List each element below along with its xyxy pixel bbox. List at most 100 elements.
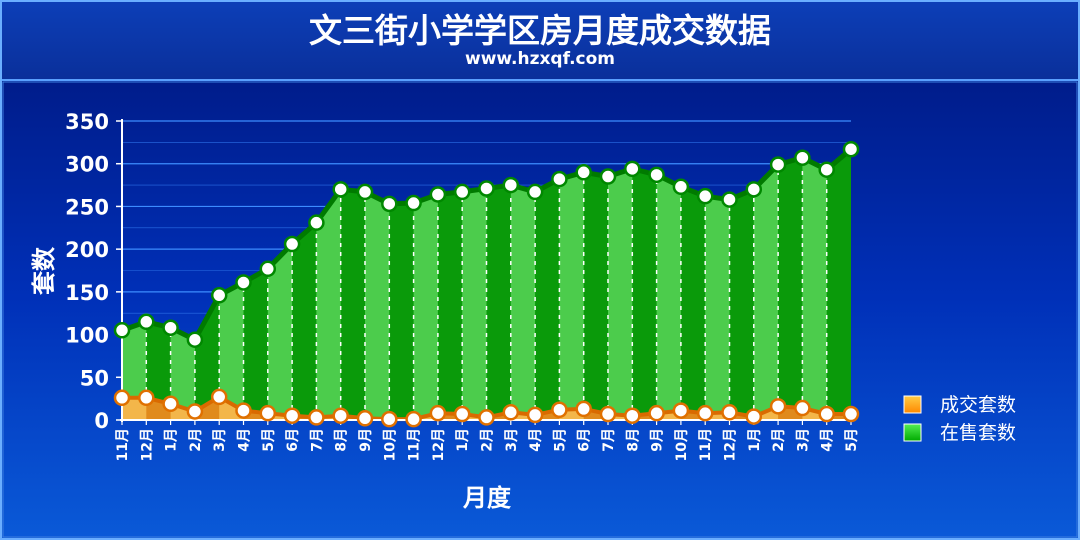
point-sold — [769, 398, 787, 415]
point-listed — [696, 187, 714, 205]
point-listed — [672, 178, 690, 196]
y-tick-label: 50 — [80, 366, 109, 390]
point-sold — [818, 405, 835, 423]
point-listed — [745, 181, 763, 198]
point-listed — [526, 183, 544, 201]
x-tick-label: 2月 — [480, 428, 496, 452]
x-tick-label: 5月 — [552, 428, 568, 452]
area-stripe-listed — [778, 149, 803, 420]
y-tick-label: 0 — [94, 409, 109, 433]
area-stripe-listed — [559, 149, 585, 420]
x-tick-label: 4月 — [528, 428, 544, 452]
data-markers — [113, 140, 860, 428]
point-sold — [210, 388, 228, 406]
point-sold — [429, 404, 447, 422]
x-tick-label: 3月 — [504, 428, 520, 452]
x-tick-label: 5月 — [261, 428, 277, 452]
point-listed — [308, 214, 325, 231]
point-listed — [113, 322, 131, 339]
point-sold — [502, 404, 520, 421]
area-stripe-listed — [802, 149, 828, 420]
point-listed — [818, 161, 835, 178]
x-tick-label: 7月 — [601, 428, 617, 452]
point-listed — [429, 186, 447, 203]
area-stripe-listed — [656, 149, 682, 420]
x-tick-label: 7月 — [309, 428, 325, 452]
point-listed — [210, 287, 228, 304]
point-listed — [575, 164, 592, 181]
point-sold — [405, 410, 422, 428]
x-tick-label: 1月 — [164, 428, 180, 452]
point-sold — [162, 395, 179, 413]
y-tick-label: 300 — [65, 153, 109, 177]
point-sold — [283, 407, 301, 424]
legend: 成交套数 在售套数 — [903, 394, 1016, 444]
point-listed — [648, 166, 665, 184]
x-tick-label: 4月 — [820, 428, 836, 452]
chart-title: 文三街小学学区房月度成交数据 — [309, 11, 771, 50]
x-tick-label: 4月 — [237, 428, 253, 452]
x-tick-label: 1月 — [455, 428, 471, 452]
point-sold — [842, 405, 860, 423]
point-listed — [551, 170, 568, 188]
point-sold — [599, 405, 617, 423]
point-sold — [308, 409, 325, 426]
area-stripe-listed — [583, 149, 609, 420]
point-listed — [186, 331, 204, 348]
point-sold — [624, 407, 641, 424]
point-listed — [138, 313, 155, 331]
chart-subtitle: www.hzxqf.com — [465, 49, 615, 69]
point-listed — [162, 319, 179, 336]
point-sold — [453, 405, 471, 423]
point-listed — [599, 168, 617, 185]
point-listed — [381, 195, 398, 213]
x-tick-label: 10月 — [674, 428, 690, 461]
area-stripe-listed — [632, 149, 658, 420]
legend-swatch-listed — [903, 423, 922, 442]
x-axis-title: 月度 — [462, 484, 512, 512]
y-tick-label: 350 — [65, 110, 109, 134]
x-tick-label: 12月 — [431, 428, 447, 461]
point-listed — [478, 180, 495, 197]
point-listed — [794, 149, 811, 166]
y-tick-label: 250 — [65, 195, 109, 219]
point-sold — [186, 403, 204, 420]
point-sold — [526, 406, 544, 424]
point-sold — [794, 399, 811, 417]
point-sold — [113, 389, 131, 407]
point-sold — [696, 404, 714, 422]
area-stripe-listed — [608, 149, 633, 420]
area-stripe-listed — [826, 149, 851, 420]
x-tick-label: 1月 — [747, 428, 763, 452]
x-tick-label: 11月 — [407, 428, 423, 461]
point-listed — [283, 235, 301, 253]
point-sold — [721, 404, 738, 421]
point-listed — [259, 260, 277, 278]
point-listed — [502, 176, 520, 194]
point-sold — [138, 389, 155, 407]
legend-swatch-sold — [903, 395, 922, 414]
x-tick-label: 9月 — [650, 428, 666, 452]
x-tick-label: 11月 — [115, 428, 131, 461]
point-sold — [332, 407, 349, 424]
point-sold — [259, 404, 277, 422]
x-tick-label: 12月 — [723, 428, 739, 461]
point-sold — [672, 402, 690, 419]
x-tick-label: 8月 — [625, 428, 641, 452]
x-tick-label: 12月 — [139, 428, 155, 461]
point-listed — [453, 183, 471, 201]
point-listed — [842, 140, 860, 158]
point-listed — [332, 181, 349, 198]
point-listed — [624, 160, 641, 178]
y-tick-label: 150 — [65, 281, 109, 305]
legend-label-sold: 成交套数 — [940, 394, 1016, 416]
x-tick-label: 11月 — [698, 428, 714, 461]
point-listed — [769, 156, 787, 173]
point-sold — [551, 401, 568, 418]
x-tick-label: 8月 — [334, 428, 350, 452]
point-listed — [235, 274, 252, 291]
x-tick-labels: 11月 12月 1月 2月 3月 4月 5月 6月 7月 8月 9月 10月 11月 12月 1月 2月 3月 4… — [115, 428, 860, 461]
